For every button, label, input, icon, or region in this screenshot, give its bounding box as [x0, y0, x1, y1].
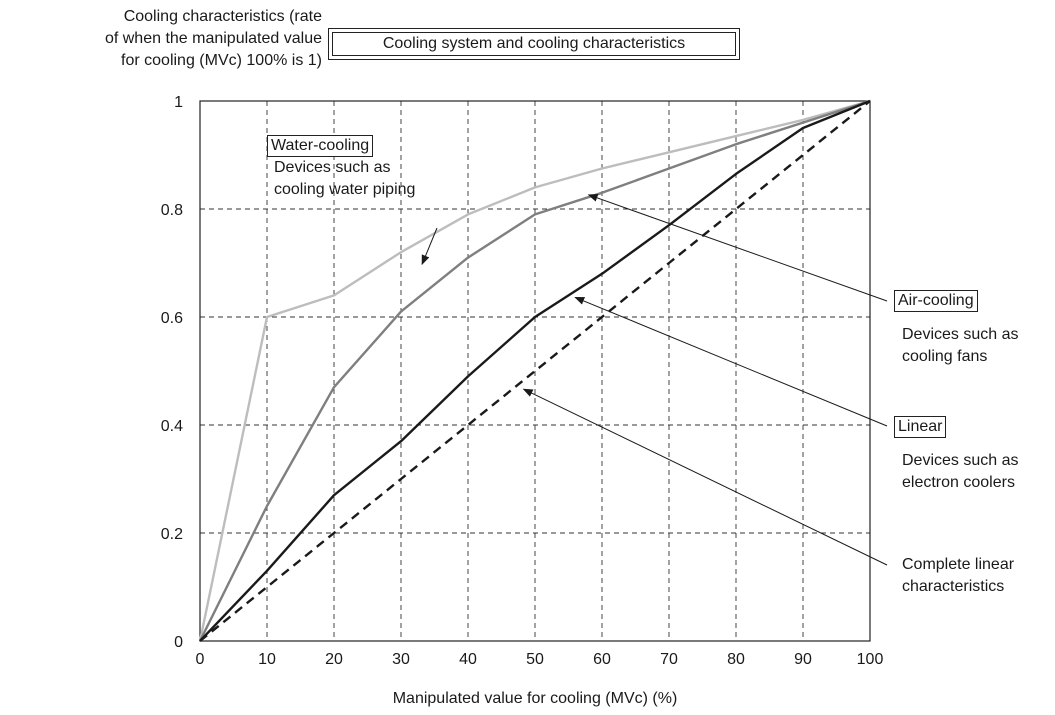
annotation-arrows: [421, 194, 888, 566]
chart-title-box: Cooling system and cooling characteristi…: [328, 28, 740, 60]
y-tick-label: 0.6: [161, 310, 183, 327]
linear-description: Devices such as electron coolers: [902, 452, 1019, 491]
x-tick-label: 90: [794, 651, 812, 668]
tick-labels: 0 10 20 30 40 50 60 70 80 90 100 0 0.2 0.4 0.6 0.8 1: [161, 94, 884, 668]
x-axis-title: Manipulated value for cooling (MVc) (%): [392, 690, 678, 707]
linear-label: Linear: [894, 416, 947, 438]
complete-linear-arrow: [522, 388, 888, 566]
x-tick-label: 60: [593, 651, 611, 668]
y-tick-label: 0.8: [161, 202, 183, 219]
y-tick-label: 1: [174, 94, 183, 111]
x-tick-label: 80: [727, 651, 745, 668]
x-tick-label: 50: [526, 651, 544, 668]
water-cooling-description: Devices such as cooling water piping: [274, 159, 416, 198]
series-line-complete-linear-characteristics: [199, 100, 871, 642]
series-lines: [198, 99, 871, 642]
x-tick-label: 30: [392, 651, 410, 668]
air-cooling-label: Air-cooling: [894, 290, 978, 312]
x-tick-label: 40: [459, 651, 477, 668]
y-tick-label: 0: [174, 634, 183, 651]
water-cooling-arrow: [421, 227, 438, 266]
air-cooling-arrow: [587, 194, 888, 302]
x-tick-label: 10: [258, 651, 276, 668]
y-tick-label: 0.4: [161, 418, 183, 435]
series-line-water-cooling: [198, 99, 871, 642]
y-tick-label: 0.2: [161, 526, 183, 543]
plot-frame: [199, 100, 871, 642]
chart-title: Cooling system and cooling characteristi…: [332, 32, 736, 56]
air-cooling-description: Devices such as cooling fans: [902, 326, 1019, 365]
x-tick-label: 20: [325, 651, 343, 668]
x-tick-label: 70: [660, 651, 678, 668]
complete-linear-description: Complete linear characteristics: [902, 556, 1015, 595]
x-tick-label: 100: [857, 651, 884, 668]
y-axis-title: Cooling characteristics (rate of when th…: [104, 8, 322, 69]
series-line-linear: [199, 99, 871, 642]
x-tick-label: 0: [196, 651, 205, 668]
water-cooling-label: Water-cooling: [267, 135, 374, 157]
series-line-air-cooling: [198, 99, 871, 642]
linear-arrow: [574, 296, 888, 427]
